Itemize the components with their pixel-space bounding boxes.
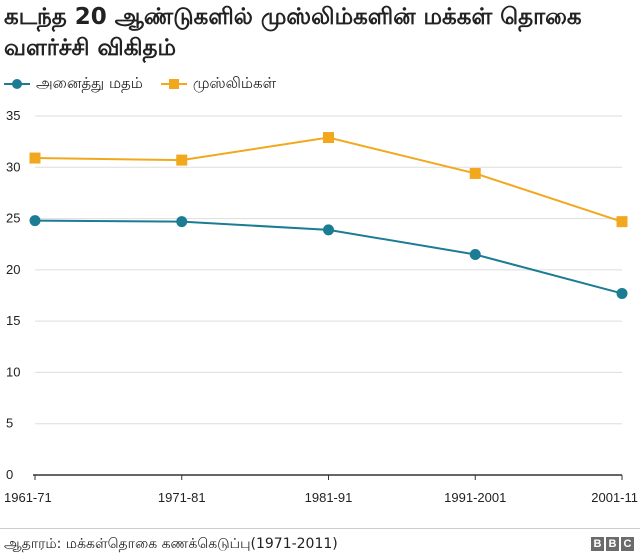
bbc-logo-block: B: [591, 537, 604, 551]
x-tick-label: 1991-2001: [444, 490, 506, 505]
y-tick-label: 30: [6, 159, 20, 174]
y-tick-label: 10: [6, 364, 20, 379]
x-tick-label: 1971-81: [158, 490, 206, 505]
data-point-circle: [616, 287, 628, 299]
data-point-square: [616, 216, 628, 228]
data-point-circle: [29, 215, 41, 227]
chart-title: கடந்த 20 ஆண்டுகளில் முஸ்லிம்களின் மக்கள்…: [4, 4, 582, 61]
footer-divider: [0, 528, 640, 529]
legend-label-all-religions: அனைத்து மதம்: [36, 74, 143, 92]
data-point-circle: [176, 216, 188, 228]
x-tick-label: 2001-11: [591, 490, 638, 505]
y-tick-label: 5: [6, 416, 13, 431]
data-point-square: [323, 132, 334, 144]
data-point-square: [176, 154, 188, 166]
data-point-square: [29, 152, 41, 164]
series-line: [34, 136, 623, 223]
legend-item-all-religions: அனைத்து மதம்: [4, 74, 143, 94]
data-point-square: [469, 167, 481, 179]
y-tick-label: 25: [6, 211, 20, 226]
legend-item-muslims: முஸ்லிம்கள்: [160, 74, 277, 94]
y-tick-label: 35: [6, 108, 20, 123]
data-point-circle: [469, 248, 481, 260]
x-tick-label: 1961-71: [4, 490, 52, 505]
line-chart: 0 5 10 15 20 25 30 35 1961-71 1971-81 1981-91 1991-…: [4, 108, 638, 505]
x-tick-label: 1981-91: [305, 490, 353, 505]
bbc-logo-block: C: [621, 537, 634, 551]
data-point-circle: [323, 224, 334, 236]
y-tick-label: 20: [6, 262, 20, 277]
source-note: ஆதாரம்: மக்கள்தொகை கணக்கெடுப்பு(1971-201…: [4, 536, 338, 552]
bbc-logo: B B C: [589, 537, 634, 551]
y-tick-label: 15: [6, 313, 20, 328]
legend: அனைத்து மதம் முஸ்லிம்கள்: [4, 72, 294, 96]
bbc-logo-block: B: [606, 537, 619, 551]
square-marker-icon: [160, 79, 187, 89]
y-tick-label: 0: [6, 467, 13, 482]
footer: ஆதாரம்: மக்கள்தொகை கணக்கெடுப்பு(1971-201…: [0, 528, 640, 558]
legend-label-muslims: முஸ்லிம்கள்: [192, 74, 277, 92]
circle-marker-icon: [4, 79, 30, 89]
